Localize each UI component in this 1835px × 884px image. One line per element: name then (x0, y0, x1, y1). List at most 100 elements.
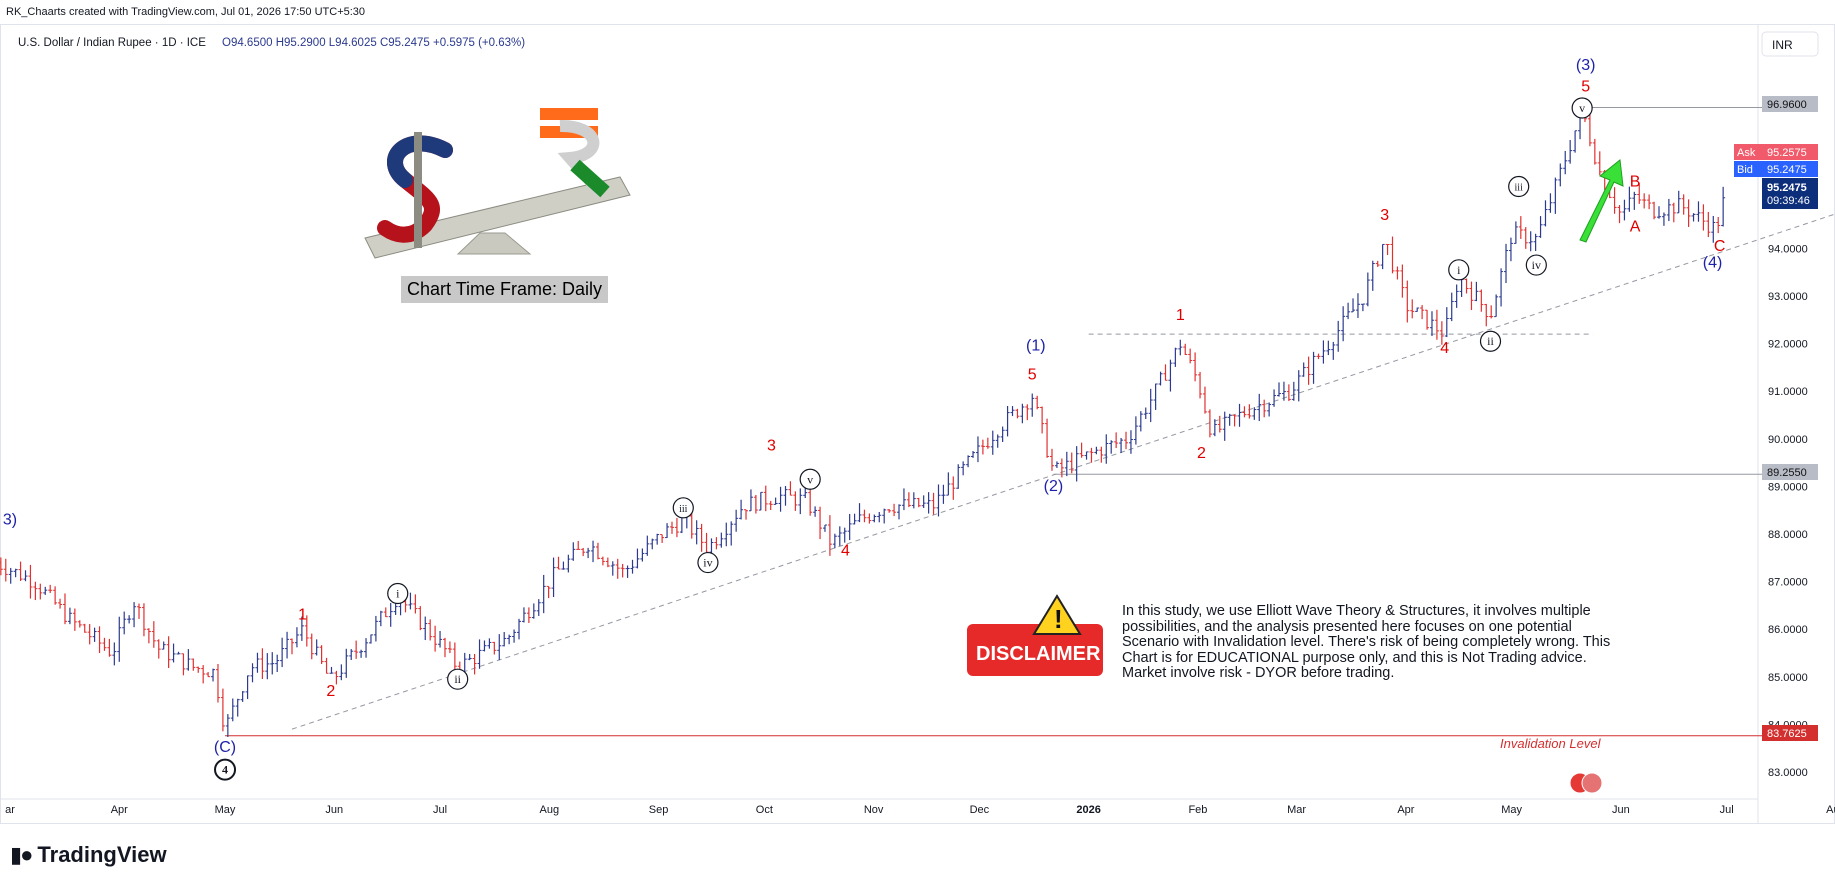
x-tick-label: Dec (970, 804, 990, 816)
y-axis: 83.000084.000085.000086.000087.000088.00… (1768, 243, 1808, 779)
svg-text:4: 4 (222, 763, 228, 777)
symbol-legend: U.S. Dollar / Indian Rupee · 1D · ICE (18, 37, 206, 49)
y-tick-label: 85.0000 (1768, 672, 1808, 684)
trendline (291, 213, 1835, 730)
svg-text:ii: ii (1487, 334, 1494, 348)
level-high-tag: 96.9600 (1762, 96, 1818, 112)
y-tick-label: 87.0000 (1768, 577, 1808, 589)
x-tick-label: May (1501, 804, 1522, 816)
ask-tag: Ask 95.2575 (1734, 144, 1818, 160)
wave-labels: 3) (C) 1 2 3 4 5 (1) (2) 1 2 3 4 (3) 5 B A C(4) (3, 57, 1726, 756)
wave-circle-label: iii (672, 497, 694, 519)
wave-label: 4 (841, 542, 850, 559)
svg-text:iv: iv (1532, 258, 1541, 272)
svg-text:96.9600: 96.9600 (1767, 99, 1807, 111)
y-tick-label: 93.0000 (1768, 291, 1808, 303)
x-tick-label: 2026 (1076, 804, 1100, 816)
x-tick-label: Oct (756, 804, 773, 816)
wave-circle-label: v (799, 468, 821, 490)
x-tick-label: ar (5, 804, 15, 816)
wave-label: (4) (1703, 254, 1723, 271)
x-tick-label: Jun (1612, 804, 1630, 816)
x-tick-label: Mar (1287, 804, 1306, 816)
y-tick-label: 89.0000 (1768, 481, 1808, 493)
wave-label: 3 (1380, 207, 1389, 224)
wave-label: (C) (214, 739, 236, 756)
tradingview-logo-icon: ▮● (10, 842, 33, 867)
x-tick-label: Aug (540, 804, 560, 816)
y-tick-label: 92.0000 (1768, 339, 1808, 351)
flags-icon[interactable] (1569, 772, 1603, 794)
wave-circle-label: ii (1479, 330, 1502, 352)
svg-text:95.2575: 95.2575 (1767, 147, 1807, 159)
wave-circle-label: ii (447, 668, 469, 690)
y-tick-label: 90.0000 (1768, 434, 1808, 446)
bid-tag: Bid 95.2475 (1734, 161, 1818, 177)
horizontal-levels (225, 107, 1762, 737)
svg-text:!: ! (1054, 604, 1063, 634)
currency-button[interactable] (1761, 31, 1819, 57)
wave-circle-label: i (387, 582, 409, 605)
svg-text:i: i (396, 587, 400, 601)
wave-label: B (1630, 174, 1641, 191)
wave-circle-label: i (1448, 259, 1470, 281)
last-price-tag: 95.2475 09:39:46 (1762, 178, 1818, 209)
wave-label: C (1714, 238, 1726, 255)
svg-text:Ask: Ask (1737, 147, 1756, 159)
wave-circle-label: iv (697, 551, 719, 574)
svg-text:89.2550: 89.2550 (1767, 467, 1807, 479)
svg-text:ii: ii (454, 672, 461, 686)
wave-label: A (1630, 219, 1641, 236)
x-tick-label: Jul (433, 804, 447, 816)
wave-label: 5 (1028, 366, 1037, 383)
wave-label: 2 (326, 683, 335, 700)
invalidation-label: Invalidation Level (1500, 736, 1602, 751)
svg-text:Bid: Bid (1737, 164, 1753, 176)
svg-text:iii: iii (1515, 183, 1524, 194)
svg-text:iv: iv (703, 556, 712, 570)
wave-label: 5 (1581, 78, 1590, 95)
svg-text:iii: iii (679, 504, 688, 515)
x-tick-label: Jul (1720, 804, 1734, 816)
tradingview-wordmark: TradingView (37, 842, 167, 867)
svg-text:v: v (1579, 101, 1585, 115)
x-tick-label: Nov (864, 804, 884, 816)
x-tick-label: Jun (325, 804, 343, 816)
svg-text:95.2475: 95.2475 (1767, 182, 1807, 194)
created-line: RK_Chaarts created with TradingView.com,… (6, 6, 366, 18)
wave-label: 4 (1440, 340, 1449, 357)
disclaimer-badge: ! DISCLAIMER (967, 594, 1103, 676)
x-tick-label: Sep (649, 804, 669, 816)
x-tick-label: Aug (1826, 804, 1835, 816)
level-invalid-tag: 83.7625 (1762, 725, 1818, 741)
wave-circle-label: 4 (214, 758, 237, 781)
svg-text:09:39:46: 09:39:46 (1767, 195, 1810, 207)
disclaimer-badge-label: DISCLAIMER (976, 643, 1101, 665)
svg-text:v: v (807, 472, 813, 486)
wave-label: 1 (298, 607, 307, 624)
wave-circle-label: iv (1525, 254, 1547, 276)
timeframe-label: Chart Time Frame: Daily (401, 276, 609, 303)
wave-label: 3 (767, 438, 776, 455)
currency-button-label: INR (1772, 38, 1793, 52)
y-tick-label: 86.0000 (1768, 624, 1808, 636)
x-axis: ar Apr May Jun Jul Aug Sep Oct Nov Dec 2026 Feb Mar A… (5, 804, 1835, 816)
svg-text:95.2475: 95.2475 (1767, 164, 1807, 176)
wave-label: (2) (1044, 478, 1064, 495)
wave-label: 1 (1176, 307, 1185, 324)
wave-circle-label: v (1571, 97, 1593, 119)
rupee-icon (540, 108, 610, 198)
dollar-icon (377, 132, 453, 248)
svg-text:i: i (1457, 263, 1461, 277)
x-tick-label: Feb (1188, 804, 1207, 816)
wave-label: 2 (1197, 445, 1206, 462)
x-tick-label: Apr (1397, 804, 1414, 816)
disclaimer-text: In this study, we use Elliott Wave Theor… (1122, 603, 1611, 681)
tradingview-brand[interactable]: ▮● TradingView (10, 842, 167, 868)
y-tick-label: 88.0000 (1768, 529, 1808, 541)
x-tick-label: Apr (111, 804, 128, 816)
svg-text:83.7625: 83.7625 (1767, 728, 1807, 740)
y-tick-label: 83.0000 (1768, 767, 1808, 779)
